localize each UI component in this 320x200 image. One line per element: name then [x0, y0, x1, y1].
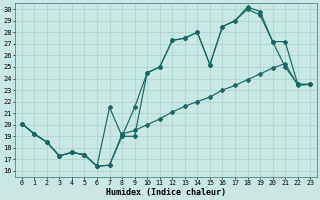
X-axis label: Humidex (Indice chaleur): Humidex (Indice chaleur) [106, 188, 226, 197]
